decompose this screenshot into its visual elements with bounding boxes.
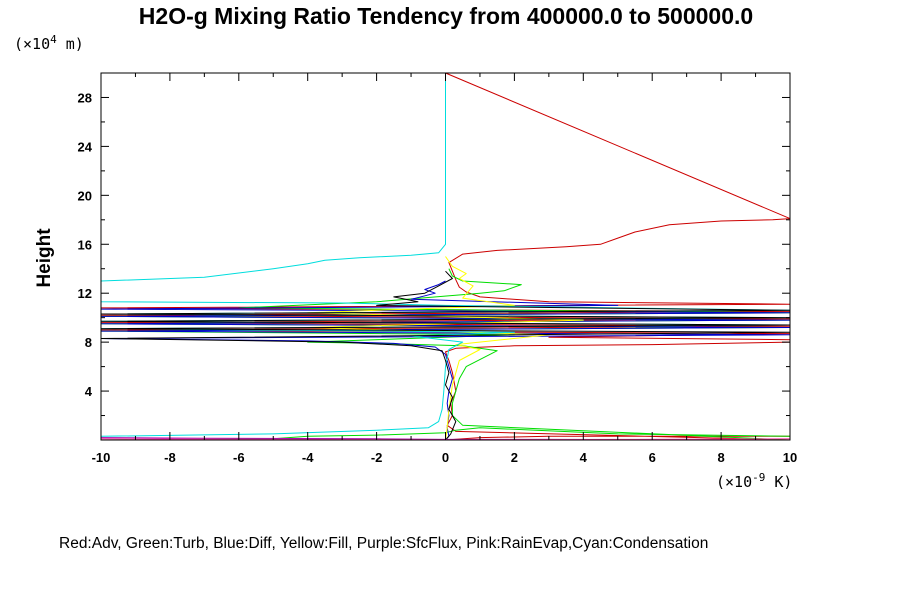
legend-text: Red:Adv, Green:Turb, Blue:Diff, Yellow:F…: [59, 535, 708, 552]
plot-frame: [100, 72, 791, 441]
x-tick-label: -6: [233, 450, 245, 465]
x-tick-label: -10: [92, 450, 111, 465]
series-layer: [100, 72, 791, 441]
x-tick-label: 2: [511, 450, 518, 465]
chart-title: H2O-g Mixing Ratio Tendency from 400000.…: [139, 3, 753, 29]
y-tick-label: 24: [78, 139, 93, 154]
series-line-turb: [100, 268, 791, 441]
x-tick-label: 10: [783, 450, 797, 465]
y-tick-label: 8: [85, 335, 92, 350]
x-tick-labels: -10 -8 -6 -4 -2 0 2 4 6 8 10: [92, 450, 798, 465]
series-line-fill: [307, 256, 584, 441]
x-tick-label: 0: [442, 450, 449, 465]
y-tick-label: 16: [78, 237, 92, 252]
series-line-total: [100, 270, 791, 441]
y-tick-label: 12: [78, 286, 92, 301]
y-unit-tail: m): [57, 35, 84, 53]
x-tick-label: -8: [164, 450, 176, 465]
x-tick-label: -4: [302, 450, 314, 465]
y-unit-exponent: 4: [50, 33, 57, 46]
x-unit-exponent: -9: [752, 471, 765, 484]
x-tick-label: -2: [371, 450, 383, 465]
x-unit-base: (×10: [716, 473, 752, 491]
y-tick-label: 4: [85, 384, 93, 399]
y-axis-label: Height: [34, 228, 55, 288]
x-axis-unit: (×10-9 K): [716, 471, 792, 491]
x-tick-label: 4: [580, 450, 588, 465]
x-tick-label: 8: [717, 450, 724, 465]
y-axis-unit: (×104 m): [14, 33, 84, 53]
y-tick-labels: 4 8 12 16 20 24 28: [78, 90, 93, 399]
y-tick-label: 20: [78, 188, 92, 203]
y-tick-label: 28: [78, 90, 92, 105]
x-tick-label: 6: [649, 450, 656, 465]
y-unit-base: (×10: [14, 35, 50, 53]
x-unit-tail: K): [765, 473, 792, 491]
